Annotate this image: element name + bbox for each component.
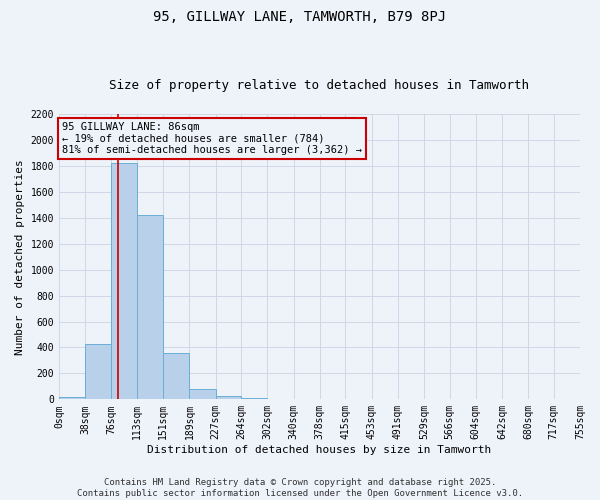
Text: 95 GILLWAY LANE: 86sqm
← 19% of detached houses are smaller (784)
81% of semi-de: 95 GILLWAY LANE: 86sqm ← 19% of detached… bbox=[62, 122, 362, 155]
Bar bbox=[268, 398, 293, 400]
Bar bbox=[241, 398, 268, 400]
Y-axis label: Number of detached properties: Number of detached properties bbox=[15, 159, 25, 354]
Bar bbox=[190, 389, 215, 400]
Bar bbox=[59, 398, 85, 400]
Text: 95, GILLWAY LANE, TAMWORTH, B79 8PJ: 95, GILLWAY LANE, TAMWORTH, B79 8PJ bbox=[154, 10, 446, 24]
Bar bbox=[215, 396, 241, 400]
Bar bbox=[163, 352, 190, 400]
Bar bbox=[85, 344, 112, 400]
Bar bbox=[112, 164, 137, 400]
Text: Contains HM Land Registry data © Crown copyright and database right 2025.
Contai: Contains HM Land Registry data © Crown c… bbox=[77, 478, 523, 498]
X-axis label: Distribution of detached houses by size in Tamworth: Distribution of detached houses by size … bbox=[148, 445, 491, 455]
Title: Size of property relative to detached houses in Tamworth: Size of property relative to detached ho… bbox=[109, 79, 529, 92]
Bar bbox=[137, 215, 163, 400]
